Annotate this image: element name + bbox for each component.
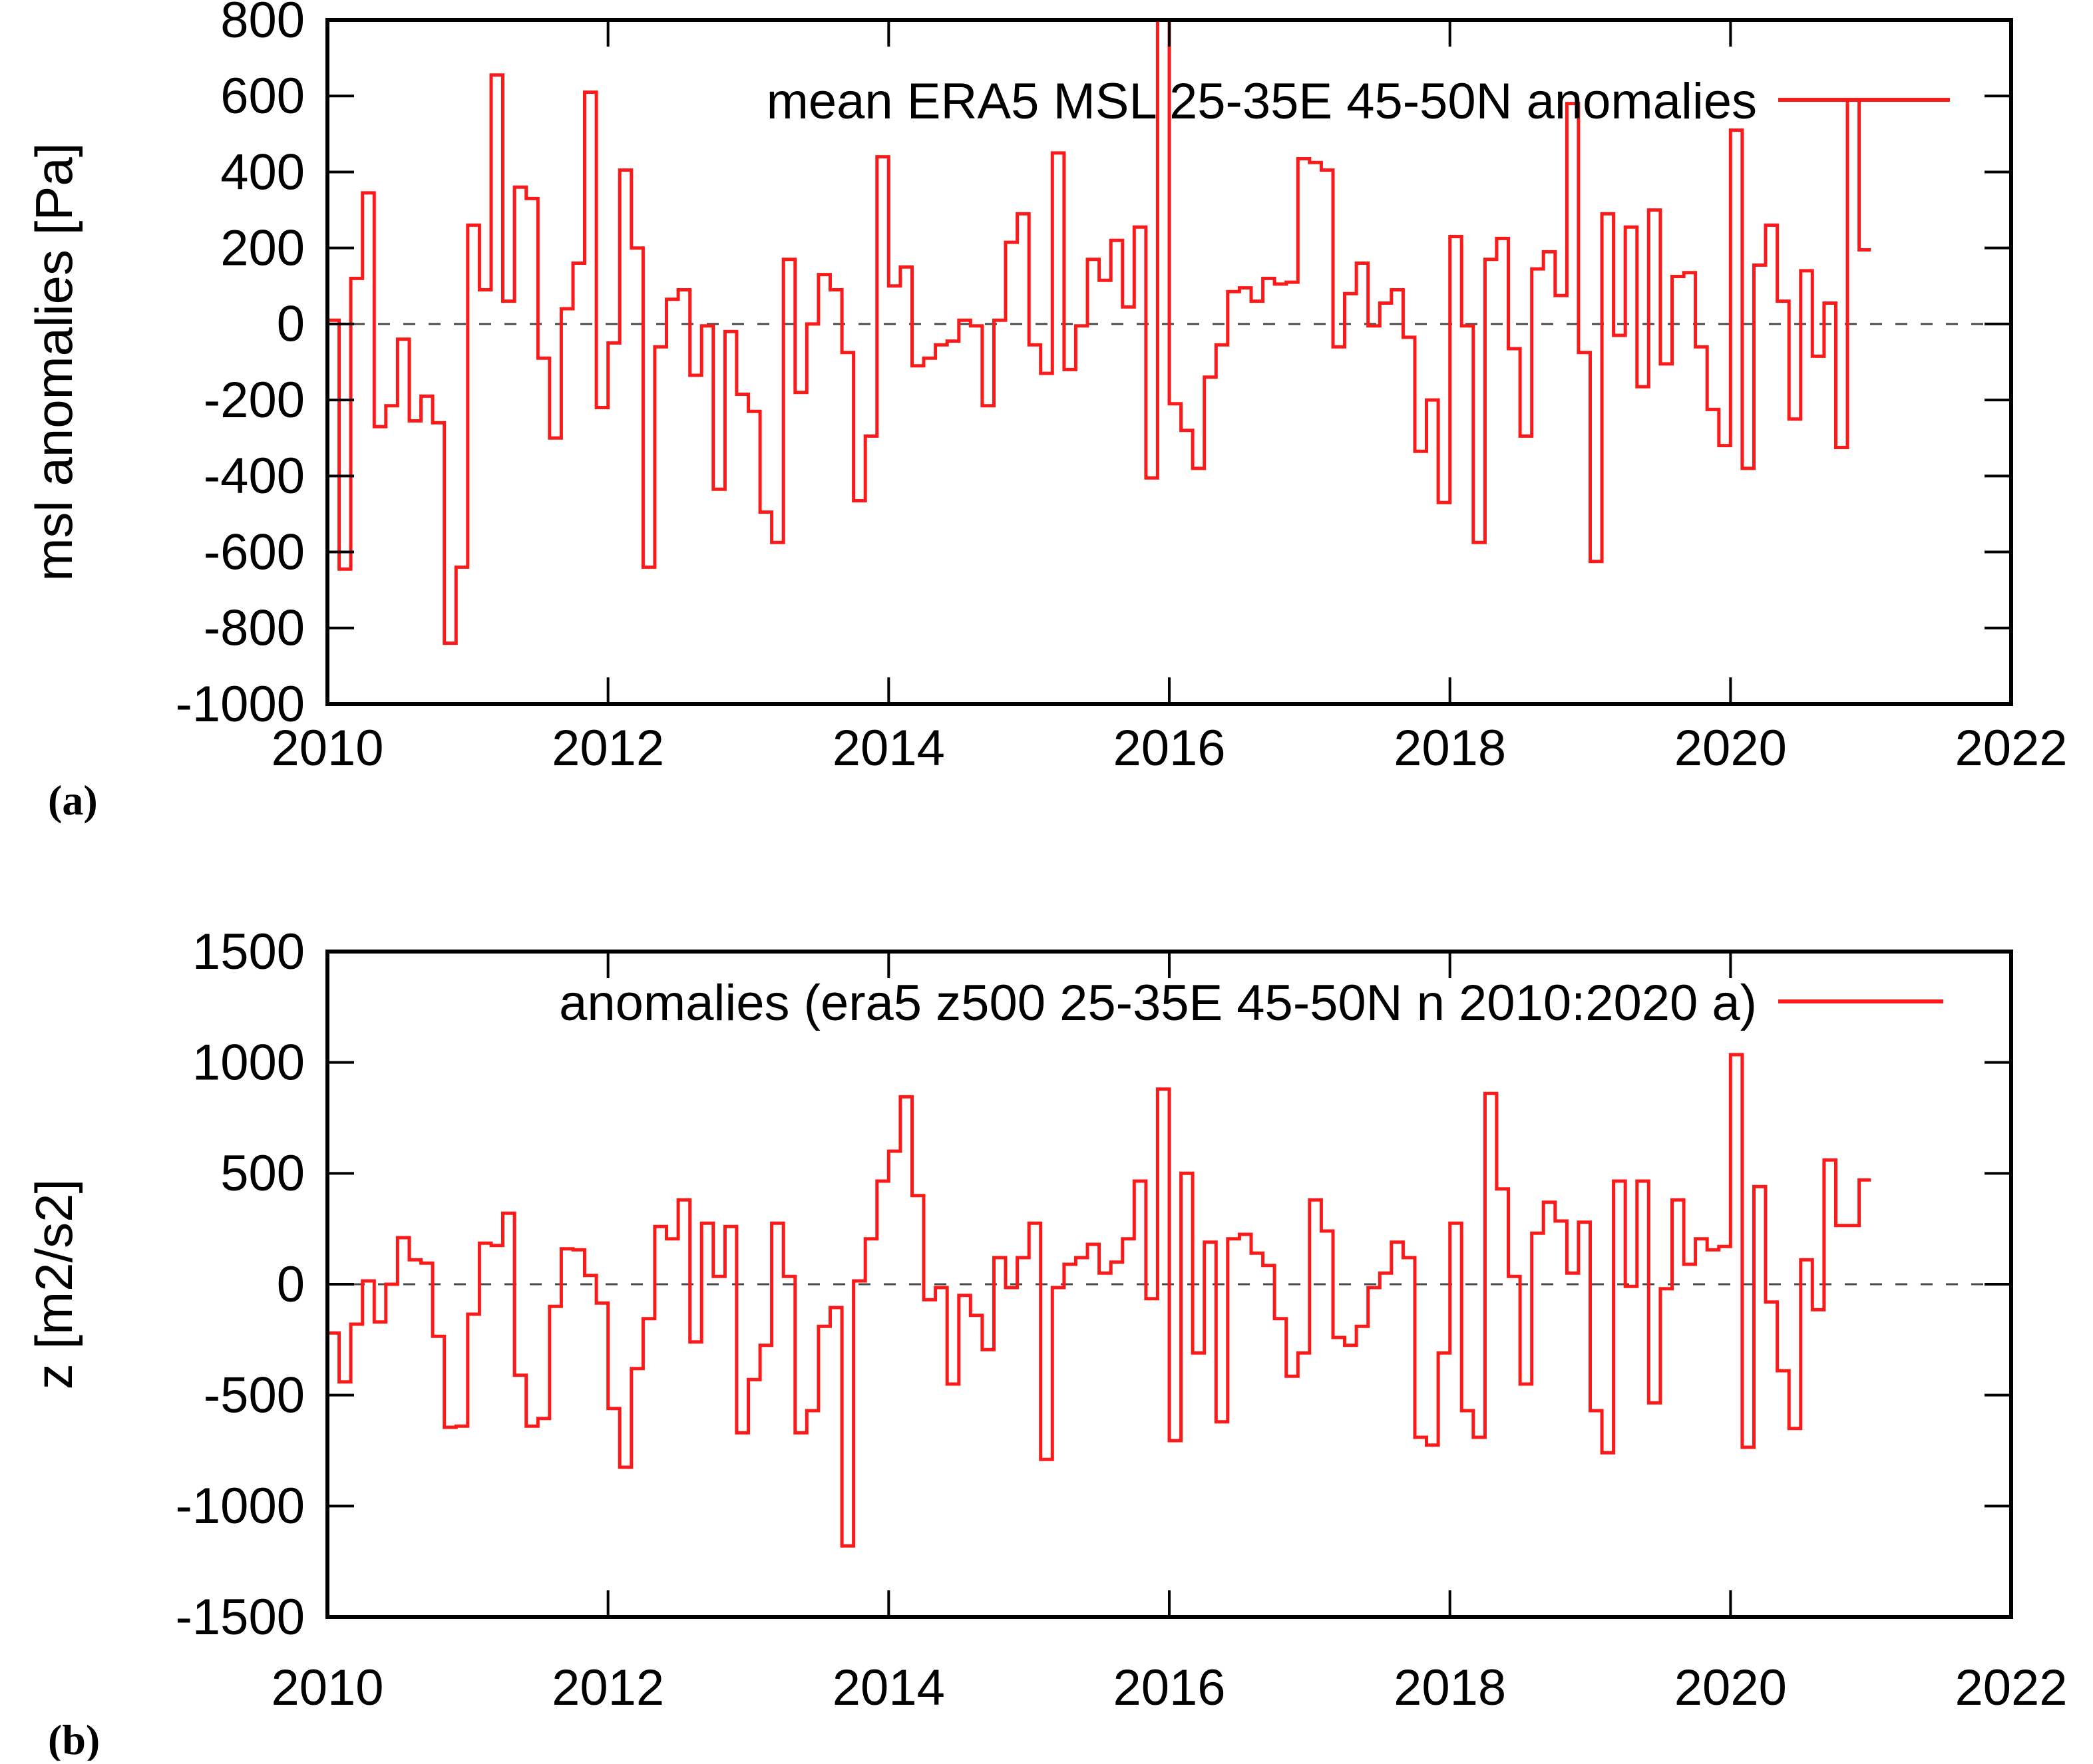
y-axis-title-msl: msl anomalies [Pa] [25, 143, 83, 582]
xtick-label: 2016 [1113, 720, 1225, 777]
ytick-label: 200 [220, 220, 305, 277]
ytick-label: 0 [277, 1256, 305, 1313]
xtick-label: 2012 [552, 720, 664, 777]
ytick-label: -400 [204, 448, 305, 504]
xtick-label: 2020 [1674, 1660, 1787, 1716]
ytick-label: 400 [220, 144, 305, 200]
ytick-label: -500 [204, 1367, 305, 1424]
legend-label-msl: mean ERA5 MSL 25-35E 45-50N anomalies [767, 73, 1757, 130]
xtick-label: 2018 [1394, 720, 1506, 777]
ytick-label: -600 [204, 524, 305, 580]
ytick-label: -1500 [176, 1589, 305, 1646]
y-axis-title-z500: z [m2/s2] [25, 1179, 83, 1389]
xtick-label: 2016 [1113, 1660, 1225, 1716]
ytick-label: -1000 [176, 1478, 305, 1534]
legend-label-z500: anomalies (era5 z500 25-35E 45-50N n 201… [559, 975, 1757, 1031]
panel-label-msl: (a) [48, 777, 98, 824]
ytick-label: 800 [220, 0, 305, 49]
ytick-label: 1500 [192, 924, 305, 980]
ytick-label: -1000 [176, 676, 305, 733]
ytick-label: -200 [204, 372, 305, 429]
xtick-label: 2010 [271, 1660, 383, 1716]
ytick-label: 0 [277, 296, 305, 353]
ytick-label: -800 [204, 600, 305, 657]
panel-label-z500: (b) [48, 1716, 100, 1761]
xtick-label: 2020 [1674, 720, 1787, 777]
xtick-label: 2014 [833, 720, 945, 777]
ytick-label: 600 [220, 68, 305, 124]
xtick-label: 2010 [271, 720, 383, 777]
xtick-label: 2014 [833, 1660, 945, 1716]
panel-z500: 1500 1000 500 0 -500 -1000 -1500 2010 2012 2014 20… [25, 924, 2068, 1763]
ytick-label: 500 [220, 1145, 305, 1202]
ytick-label: 1000 [192, 1035, 305, 1091]
xtick-label: 2022 [1955, 720, 2067, 777]
series-line-msl [327, 19, 1871, 645]
xtick-label: 2022 [1955, 1660, 2067, 1716]
xtick-label: 2018 [1394, 1660, 1506, 1716]
series-line-z500 [327, 1053, 1871, 1548]
xtick-label: 2012 [552, 1660, 664, 1716]
